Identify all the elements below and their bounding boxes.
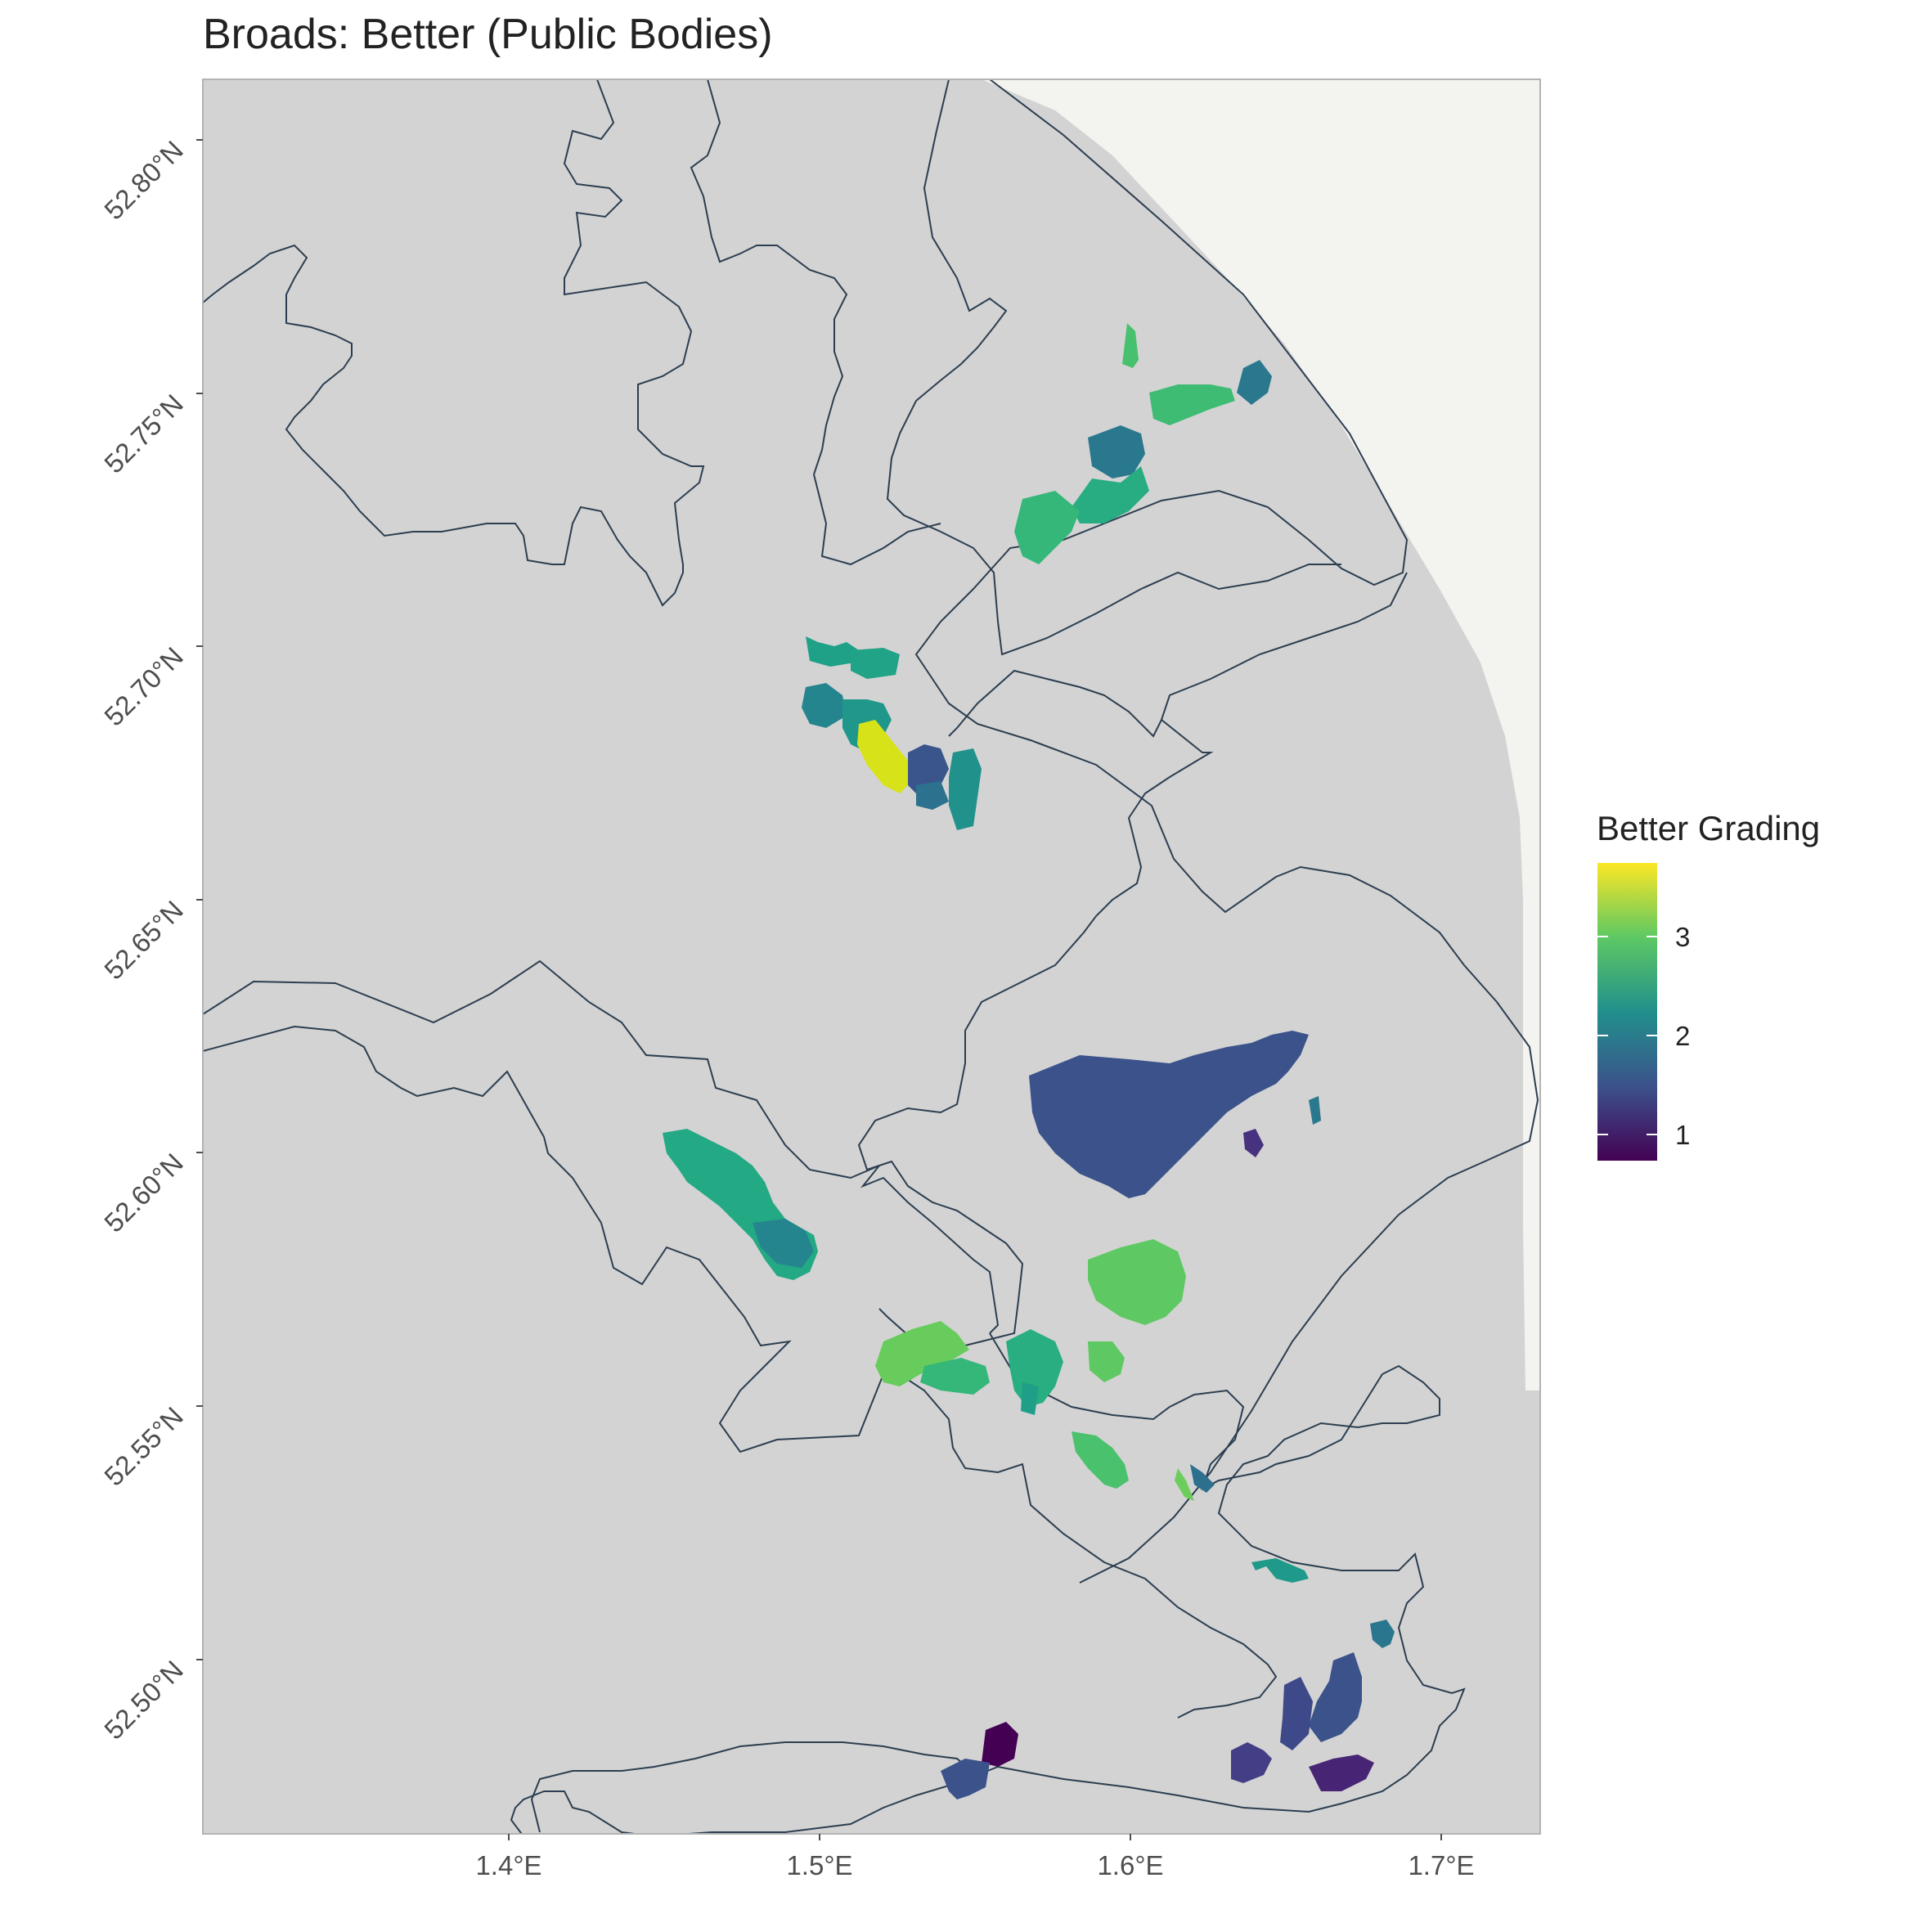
boundary-lines [203, 79, 1539, 1834]
lat-label: 52.50°N [98, 1655, 189, 1746]
region-patch [753, 1219, 814, 1268]
region-patch [1309, 1652, 1362, 1742]
region-patch [982, 1722, 1018, 1767]
region-patch [1088, 1239, 1186, 1325]
lat-label: 52.70°N [98, 641, 189, 732]
region-patch [802, 683, 847, 728]
lat-label: 52.75°N [98, 389, 189, 479]
lat-label: 52.55°N [98, 1401, 189, 1492]
legend-colorbar [1597, 863, 1657, 1161]
lon-label: 1.6°E [1097, 1850, 1163, 1880]
lon-label: 1.4°E [475, 1850, 541, 1880]
region-patch [1014, 491, 1080, 564]
region-patch [1175, 1468, 1194, 1501]
region-patch [1006, 1329, 1063, 1407]
region-patch [920, 1358, 990, 1395]
region-patch [1370, 1620, 1395, 1648]
region-patch [1251, 1558, 1309, 1583]
region-patch [1237, 360, 1272, 405]
region-patch [941, 1759, 990, 1799]
region-patch [1280, 1677, 1313, 1750]
map-panel[interactable] [203, 79, 1540, 1836]
map-title: Broads: Better (Public Bodies) [203, 11, 773, 58]
region-patch [806, 636, 859, 667]
region-patch [1149, 384, 1235, 425]
legend-title: Better Grading [1597, 809, 1820, 847]
region-patch [1029, 1031, 1309, 1198]
region-patch [1088, 425, 1145, 479]
lon-ticks [508, 1834, 1442, 1840]
region-patch [875, 1321, 969, 1386]
region-patch [857, 720, 912, 793]
region-patch [949, 748, 982, 830]
legend-colorbar-ticks [1597, 936, 1657, 1135]
land-area [203, 79, 1540, 1834]
region-patch [1309, 1755, 1374, 1791]
lon-label: 1.7°E [1408, 1850, 1474, 1880]
legend: Better Grading 3 2 1 [1597, 809, 1820, 1161]
lat-label: 52.60°N [98, 1148, 189, 1238]
region-patches [663, 323, 1395, 1799]
legend-tick-label: 1 [1675, 1120, 1690, 1150]
lon-label: 1.5°E [786, 1850, 852, 1880]
legend-tick-label: 2 [1675, 1021, 1690, 1051]
legend-tick-label: 3 [1675, 922, 1690, 952]
lat-label: 52.80°N [98, 135, 189, 226]
region-patch [916, 781, 949, 810]
region-patch [851, 648, 900, 679]
region-patch [1309, 1096, 1321, 1125]
region-patch [1021, 1382, 1039, 1415]
lat-label: 52.65°N [98, 895, 189, 986]
region-patch [1072, 466, 1149, 523]
panel-border [202, 79, 1541, 1835]
region-patch [1122, 323, 1139, 368]
region-patch [1231, 1742, 1272, 1783]
lat-ticks [196, 139, 203, 1660]
region-patch [1088, 1341, 1125, 1382]
region-patch [1243, 1129, 1264, 1157]
region-patch [1190, 1464, 1215, 1493]
region-patch [1072, 1431, 1129, 1489]
